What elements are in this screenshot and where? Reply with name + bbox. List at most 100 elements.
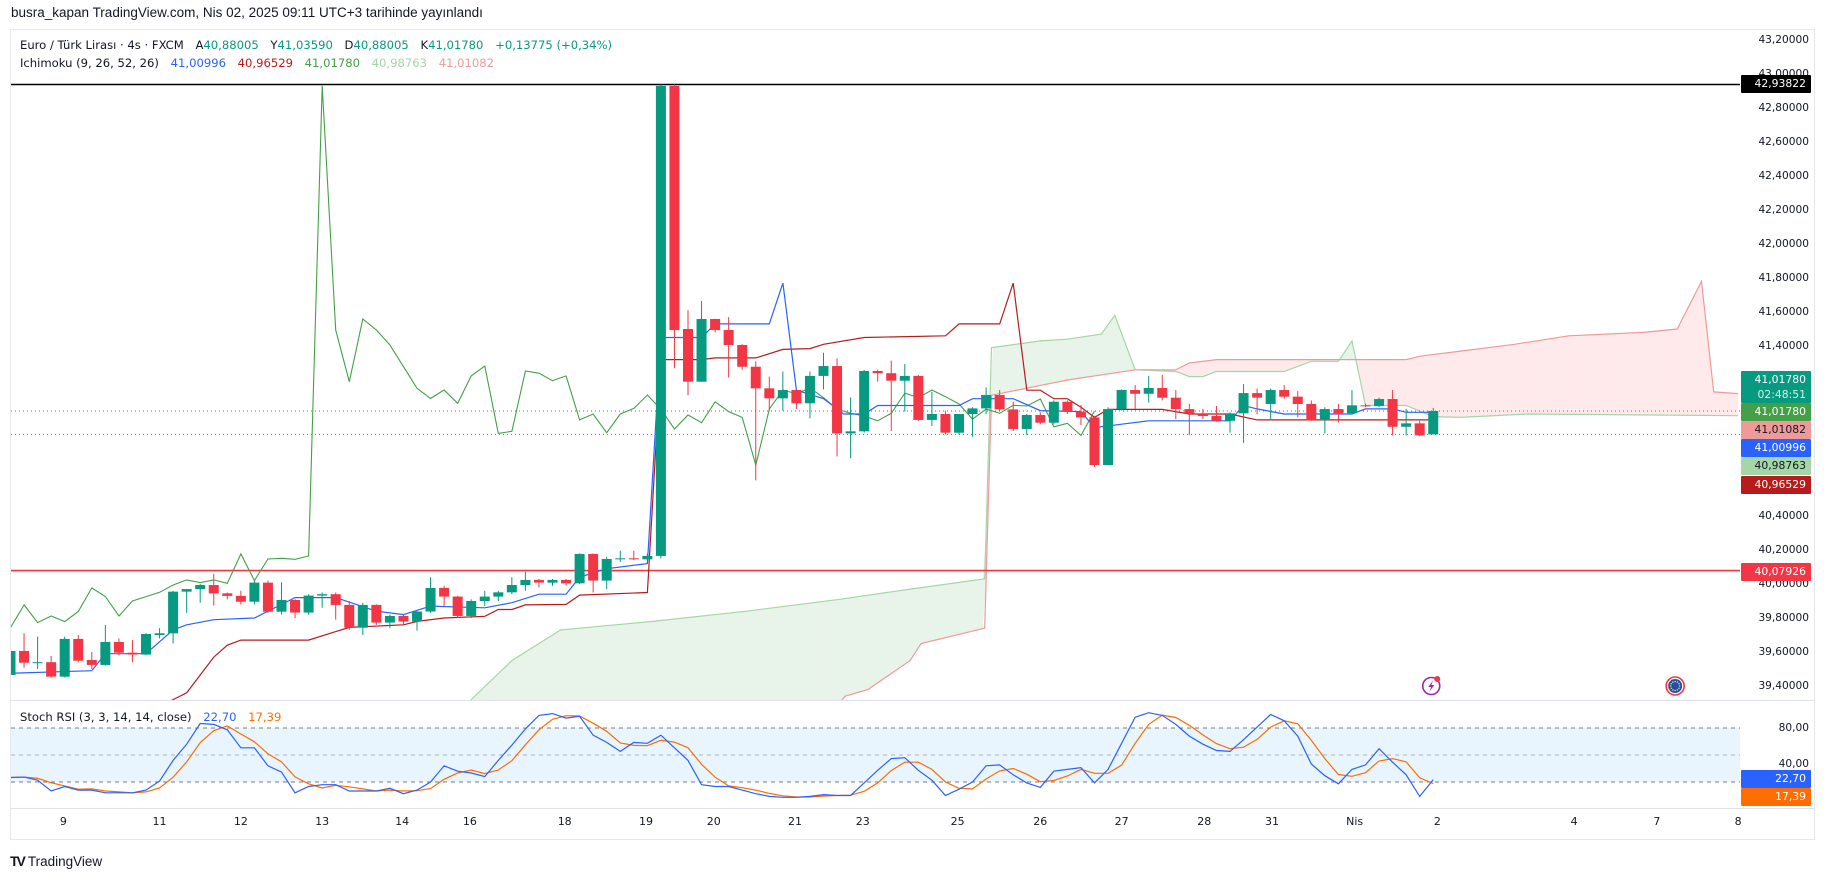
cloud-segment bbox=[809, 602, 814, 700]
cloud-segment bbox=[816, 601, 821, 700]
candle bbox=[1401, 408, 1412, 436]
cloud-segment bbox=[745, 610, 749, 700]
candle bbox=[1279, 385, 1290, 399]
candle-body bbox=[141, 633, 151, 655]
cloud-segment bbox=[1209, 360, 1214, 375]
main-price-pane[interactable] bbox=[6, 83, 1741, 754]
candle bbox=[1184, 403, 1195, 436]
candle-body bbox=[913, 375, 924, 420]
stoch-title[interactable]: Stoch RSI (3, 3, 14, 14, close) bbox=[20, 710, 192, 724]
cloud-segment bbox=[1016, 343, 1020, 391]
cloud-segment bbox=[979, 579, 983, 630]
candle-body bbox=[452, 596, 463, 616]
cloud-segment bbox=[938, 584, 943, 640]
cloud-segment bbox=[931, 585, 936, 641]
cloud-segment bbox=[566, 629, 570, 700]
symbol-title[interactable]: Euro / Türk Lirası · 4s · FXCM bbox=[20, 38, 184, 52]
eu-star bbox=[1670, 682, 1673, 685]
cloud-segment bbox=[1206, 360, 1210, 376]
candle-body bbox=[154, 633, 165, 635]
candle-body bbox=[100, 641, 111, 665]
candle bbox=[1170, 390, 1181, 420]
cloud-segment bbox=[505, 663, 509, 700]
low-value: 40,88005 bbox=[353, 38, 409, 52]
candle bbox=[710, 318, 721, 333]
price-axis-tick: 42,00000 bbox=[1758, 238, 1809, 250]
cloud-segment bbox=[1412, 357, 1417, 410]
price-axis-tick: 42,40000 bbox=[1758, 170, 1809, 182]
candle-body bbox=[317, 594, 328, 596]
cloud-segment bbox=[1246, 359, 1251, 372]
close-label: K bbox=[420, 38, 429, 52]
cloud-segment bbox=[681, 617, 685, 700]
stoch-rsi-pane[interactable] bbox=[11, 712, 1741, 798]
cloud-segment bbox=[525, 649, 529, 700]
candle-body bbox=[479, 596, 490, 601]
candle bbox=[1103, 407, 1114, 465]
cloud-segment bbox=[952, 582, 956, 637]
candle-body bbox=[967, 408, 978, 414]
candle bbox=[818, 352, 829, 390]
cloud-segment bbox=[562, 629, 567, 700]
candle bbox=[967, 407, 978, 437]
cloud-segment bbox=[1358, 359, 1363, 390]
cloud-segment bbox=[1643, 332, 1647, 415]
cloud-segment bbox=[572, 628, 577, 700]
eu-flag-event-icon[interactable] bbox=[1665, 676, 1685, 696]
candle bbox=[1062, 400, 1073, 414]
cloud-segment bbox=[718, 613, 722, 700]
cloud-segment bbox=[538, 641, 543, 700]
cloud-segment bbox=[552, 632, 556, 700]
candle-body bbox=[1292, 396, 1303, 404]
cloud-segment bbox=[1084, 336, 1088, 378]
time-axis-tick: 20 bbox=[706, 815, 721, 828]
cloud-segment bbox=[1290, 359, 1295, 369]
candle-body bbox=[737, 344, 748, 367]
candle bbox=[1116, 389, 1127, 411]
cloud-segment bbox=[1673, 329, 1678, 416]
time-axis-tick: 16 bbox=[462, 815, 477, 828]
cloud-segment bbox=[1368, 359, 1373, 406]
cloud-segment bbox=[1453, 351, 1457, 418]
candle bbox=[1346, 390, 1357, 414]
cloud-segment bbox=[1456, 351, 1461, 418]
resistance-price-label: 42,93822 bbox=[1741, 75, 1811, 93]
ichimoku-title[interactable]: Ichimoku (9, 26, 52, 26) bbox=[20, 56, 159, 70]
cloud-segment bbox=[799, 603, 804, 700]
cloud-segment bbox=[1511, 344, 1515, 415]
cloud-segment bbox=[1548, 338, 1552, 415]
cloud-segment bbox=[1592, 334, 1596, 415]
cloud-segment bbox=[616, 624, 621, 700]
cloud-segment bbox=[708, 614, 712, 700]
candle bbox=[1374, 397, 1385, 408]
candle-body bbox=[86, 659, 97, 665]
cloud-segment bbox=[674, 618, 678, 700]
tradingview-logo[interactable]: TV TradingView bbox=[10, 853, 102, 869]
economic-event-lightning-icon[interactable] bbox=[1421, 676, 1441, 696]
cloud-segment bbox=[1717, 392, 1722, 416]
cloud-segment bbox=[1257, 359, 1261, 372]
candle bbox=[520, 571, 531, 591]
candle bbox=[1157, 374, 1168, 401]
candle bbox=[981, 387, 992, 414]
span-a-price-label: 40,98763 bbox=[1741, 457, 1811, 475]
candle bbox=[181, 589, 192, 613]
candle bbox=[926, 391, 937, 426]
cloud-segment bbox=[1003, 345, 1007, 393]
change-value: +0,13775 (+0,34%) bbox=[495, 38, 613, 52]
cloud-segment bbox=[1036, 340, 1041, 387]
candle-body bbox=[1360, 405, 1371, 407]
cloud-segment bbox=[992, 347, 997, 396]
stoch-d-line bbox=[11, 714, 1434, 798]
candle bbox=[764, 376, 775, 411]
cloud-segment bbox=[1226, 359, 1230, 372]
candle-body bbox=[59, 638, 70, 677]
candle bbox=[357, 602, 368, 635]
cloud-segment bbox=[959, 581, 963, 635]
cloud-segment bbox=[640, 622, 644, 700]
cloud-segment bbox=[1213, 359, 1217, 373]
candle-body bbox=[1116, 390, 1127, 410]
cloud-segment bbox=[1240, 359, 1244, 372]
cloud-segment bbox=[1504, 345, 1508, 416]
